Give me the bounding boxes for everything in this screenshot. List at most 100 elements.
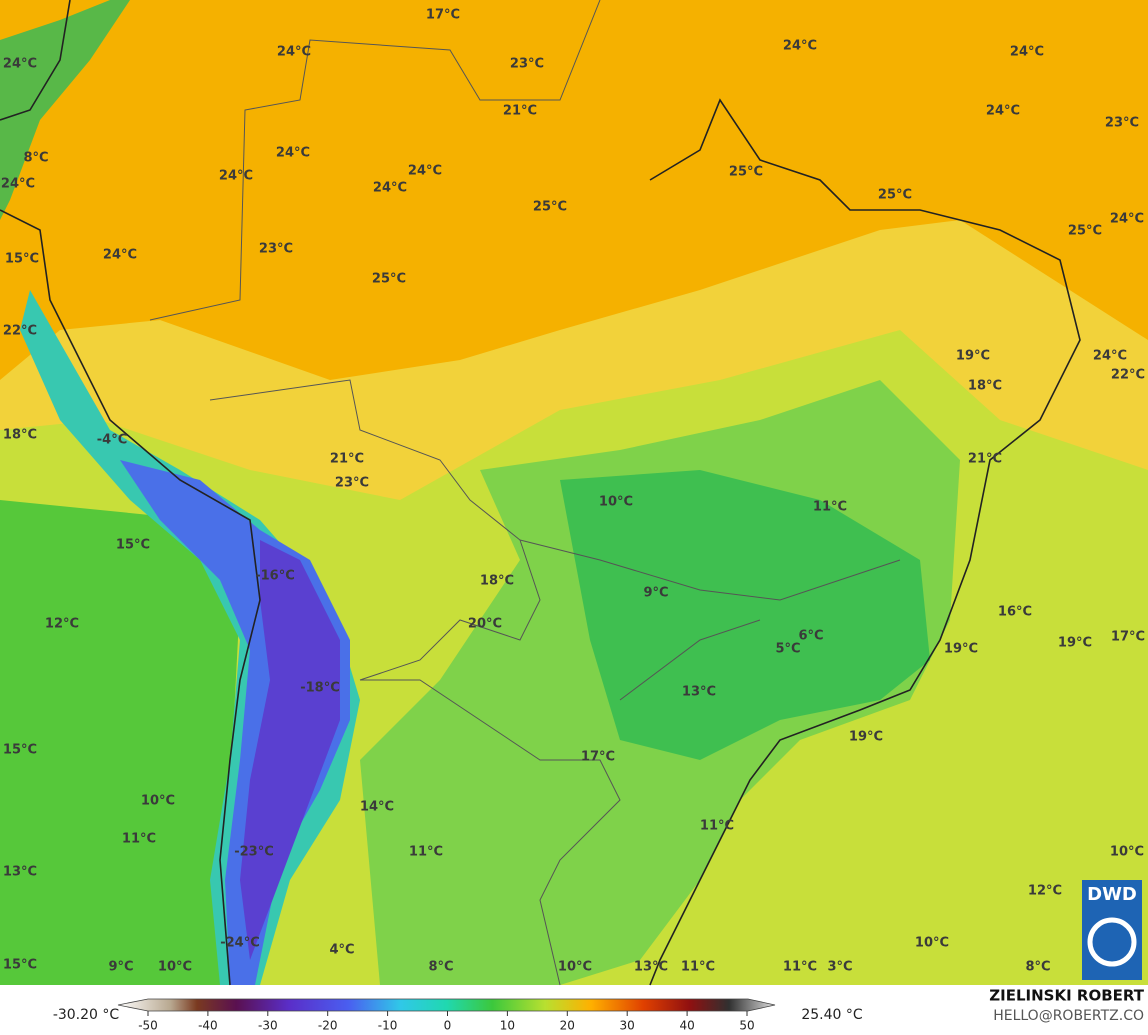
- temp-label: 24°C: [1010, 45, 1044, 60]
- temp-label: 24°C: [986, 104, 1020, 119]
- temp-label: 23°C: [259, 242, 293, 257]
- temp-label: 21°C: [968, 452, 1002, 467]
- colorbar-tick-label: 30: [620, 1019, 635, 1033]
- temp-label: 6°C: [798, 629, 823, 644]
- colorbar-tick-label: 0: [444, 1019, 452, 1033]
- temp-label: 19°C: [1058, 636, 1092, 651]
- temp-label: 10°C: [558, 960, 592, 975]
- temp-label: 17°C: [581, 750, 615, 765]
- temp-label: 5°C: [775, 642, 800, 657]
- temp-label: 13°C: [682, 685, 716, 700]
- temp-label: 8°C: [1025, 960, 1050, 975]
- temp-label: 15°C: [3, 743, 37, 758]
- colorbar-tick-label: -40: [198, 1019, 218, 1033]
- colorbar-tick-label: -30: [258, 1019, 278, 1033]
- colorbar-tick-label: -50: [138, 1019, 158, 1033]
- colorbar-tick-label: 50: [739, 1019, 754, 1033]
- pacific-region: [0, 500, 240, 985]
- temp-label: 25°C: [729, 165, 763, 180]
- north-andes: [0, 0, 130, 220]
- temp-label: 10°C: [1110, 845, 1144, 860]
- temp-label: 15°C: [3, 958, 37, 973]
- temp-label: 12°C: [45, 617, 79, 632]
- colorbar-max: 25.40 °C: [801, 1007, 863, 1023]
- temp-label: 23°C: [1105, 116, 1139, 131]
- andes-coldest: [240, 540, 340, 960]
- temp-label: 10°C: [158, 960, 192, 975]
- colorbar-tick-label: 40: [679, 1019, 694, 1033]
- temp-label: 24°C: [1093, 349, 1127, 364]
- map: 17°C24°C23°C24°C 24°C24°C21°C 24°C23°C8°C 2…: [0, 0, 1148, 986]
- temp-label: 11°C: [681, 960, 715, 975]
- borders: [149, 0, 901, 986]
- border: [519, 539, 901, 701]
- temp-label: 14°C: [360, 800, 394, 815]
- temp-label: 11°C: [813, 500, 847, 515]
- temp-label: 24°C: [408, 164, 442, 179]
- temp-label: 25°C: [533, 200, 567, 215]
- colorbar-tick-label: -10: [378, 1019, 398, 1033]
- temp-label: 24°C: [277, 45, 311, 60]
- contact: HELLO@ROBERTZ.CO: [993, 1008, 1144, 1024]
- temp-label: 25°C: [1068, 224, 1102, 239]
- temp-label: 15°C: [116, 538, 150, 553]
- temp-label: 19°C: [944, 642, 978, 657]
- temp-label: 23°C: [510, 57, 544, 72]
- logo-icon: [1087, 917, 1137, 967]
- colorbar-tick-label: 10: [500, 1019, 515, 1033]
- temp-label: 11°C: [783, 960, 817, 975]
- temp-label: 24°C: [219, 169, 253, 184]
- temp-label: 13°C: [634, 960, 668, 975]
- temp-label: 24°C: [1110, 212, 1144, 227]
- temp-label: 24°C: [3, 57, 37, 72]
- colorbar-tick-label: 20: [560, 1019, 575, 1033]
- colorbar-min: -30.20 °C: [53, 1007, 120, 1023]
- temp-label: 9°C: [108, 960, 133, 975]
- logo-text: DWD: [1087, 884, 1137, 905]
- temp-label: 10°C: [599, 495, 633, 510]
- temp-label: 11°C: [409, 845, 443, 860]
- temp-label: 25°C: [372, 272, 406, 287]
- temp-label: 18°C: [968, 379, 1002, 394]
- temp-label: 11°C: [700, 819, 734, 834]
- colorbar-ticks: -50 -40 -30 -20 -10 0 10 20 30 40 50: [138, 1011, 755, 1033]
- temp-label: -18°C: [300, 681, 340, 696]
- temp-label: 13°C: [3, 865, 37, 880]
- border: [149, 0, 601, 321]
- temp-label: 8°C: [428, 960, 453, 975]
- colorbar-tick-label: -20: [318, 1019, 338, 1033]
- temp-label: -24°C: [220, 936, 260, 951]
- coastline: [0, 0, 1081, 986]
- temp-label: 24°C: [1, 177, 35, 192]
- temp-label: 8°C: [23, 151, 48, 166]
- temp-label: 4°C: [329, 943, 354, 958]
- temp-label: 21°C: [330, 452, 364, 467]
- temp-label: 19°C: [849, 730, 883, 745]
- temp-label: 22°C: [3, 324, 37, 339]
- temp-label: 23°C: [335, 476, 369, 491]
- temp-label: 16°C: [998, 605, 1032, 620]
- temp-label: -16°C: [255, 569, 295, 584]
- temp-label: 18°C: [3, 428, 37, 443]
- east-coast: [649, 98, 1081, 986]
- temp-label: 10°C: [915, 936, 949, 951]
- temp-label: -23°C: [234, 845, 274, 860]
- cold-plateau: [560, 470, 930, 760]
- temp-label: 24°C: [373, 181, 407, 196]
- temp-label: 15°C: [5, 252, 39, 267]
- temp-label: 17°C: [426, 8, 460, 23]
- temp-label: 20°C: [468, 617, 502, 632]
- colorbar: -30.20 °C 25.40 °C -50 -40 -30 -20 -10 0 10 20 3…: [53, 998, 863, 1033]
- temp-label: -4°C: [97, 433, 127, 448]
- border: [360, 679, 621, 986]
- temp-label: 21°C: [503, 104, 537, 119]
- temperature-labels: 17°C24°C23°C24°C 24°C24°C21°C 24°C23°C8°C 2…: [1, 8, 1145, 975]
- temp-label: 10°C: [141, 794, 175, 809]
- temp-label: 3°C: [827, 960, 852, 975]
- temp-label: 12°C: [1028, 884, 1062, 899]
- temp-label: 19°C: [956, 349, 990, 364]
- temp-label: 24°C: [276, 146, 310, 161]
- temp-label: 22°C: [1111, 368, 1145, 383]
